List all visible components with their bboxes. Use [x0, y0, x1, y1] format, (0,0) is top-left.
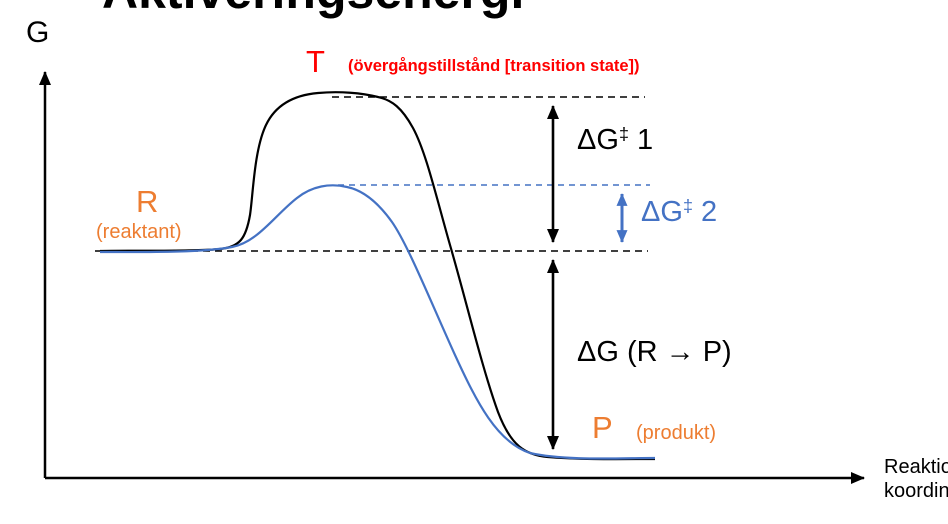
transition-state-label: T — [306, 44, 325, 79]
dg2-double-dagger: ‡ — [682, 196, 693, 216]
product-label: P — [592, 410, 613, 445]
reactant-description: (reaktant) — [96, 221, 182, 243]
y-axis-label: G — [26, 16, 50, 49]
dg2-activation-energy-label: ΔG‡ 2 — [641, 196, 717, 229]
x-axis-label: Reaktions- koordinat — [884, 456, 948, 503]
product-description: (produkt) — [636, 422, 717, 444]
x-axis-label-line1: Reaktions- — [884, 456, 948, 478]
transition-state-description: (övergångstillstånd [transition state]) — [348, 57, 640, 75]
dg1-double-dagger: ‡ — [618, 124, 629, 144]
catalyzed-energy-curve — [99, 184, 656, 460]
uncatalyzed-energy-curve — [99, 91, 656, 461]
dg-reaction-energy-label: ΔG (R → P) — [577, 336, 732, 368]
x-axis-label-line2: koordinat — [884, 479, 948, 502]
page-title: Aktiveringsenergi — [102, 0, 524, 20]
reactant-label: R — [136, 184, 159, 219]
dg1-activation-energy-label: ΔG‡ 1 — [577, 124, 653, 157]
dg1-suffix: 1 — [628, 124, 654, 156]
dg1-prefix: ΔG — [577, 124, 619, 156]
dg2-suffix: 2 — [692, 196, 718, 228]
dg2-prefix: ΔG — [641, 196, 683, 228]
